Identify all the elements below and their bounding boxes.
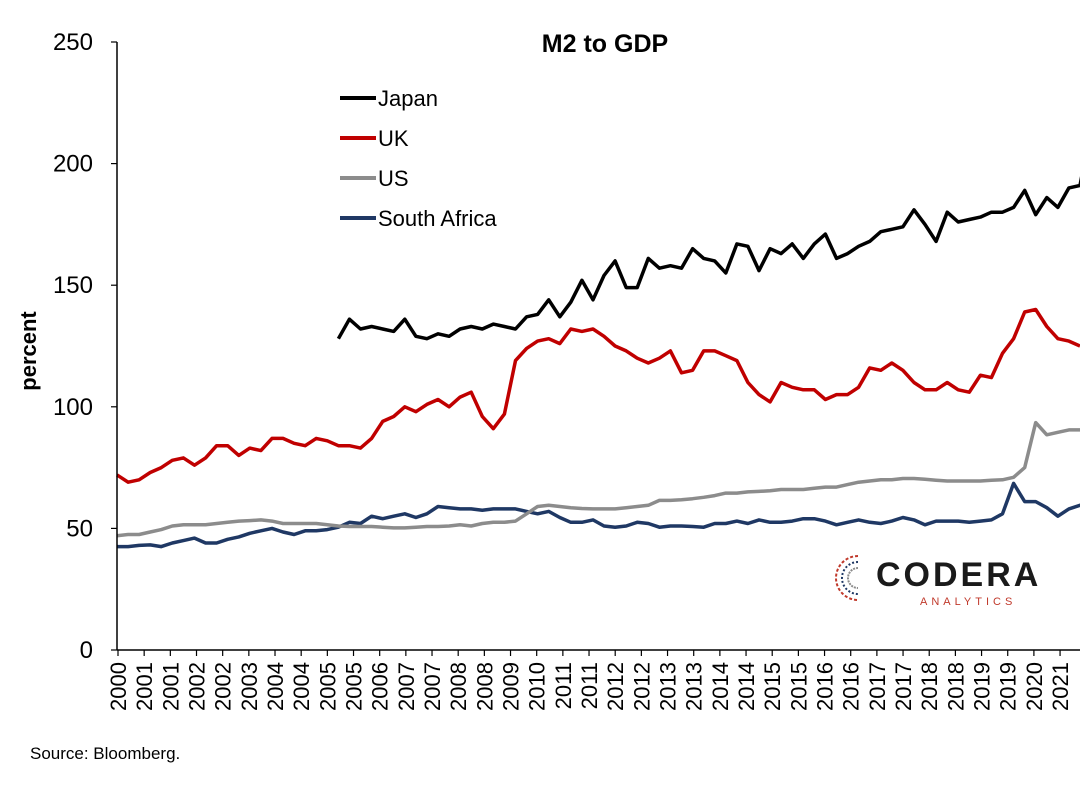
x-tick-label: 2013 — [656, 662, 681, 711]
x-tick-label: 2010 — [525, 662, 550, 711]
x-tick-label: 2012 — [603, 662, 628, 711]
x-axis: 2000 2001 2001 2002 2002 2003 2004 2004 2005 2005… — [106, 650, 1073, 711]
x-tick-label: 2005 — [342, 662, 367, 711]
x-tick-label: 2001 — [158, 662, 183, 711]
x-tick-label: 2005 — [315, 662, 340, 711]
y-axis: 0 50 100 150 200 250 — [53, 29, 117, 664]
x-tick-label: 2009 — [499, 662, 524, 711]
series-lines — [116, 176, 1080, 549]
series-line-south-africa — [117, 481, 1080, 549]
x-tick-label: 2002 — [211, 662, 236, 711]
x-tick-label: 2001 — [132, 662, 157, 711]
y-tick-label: 250 — [53, 29, 93, 56]
chart-title: M2 to GDP — [542, 30, 668, 58]
legend-label: US — [378, 166, 409, 191]
x-tick-label: 2014 — [734, 662, 759, 711]
y-tick-label: 50 — [66, 515, 93, 542]
codera-logo: CODERA ANALYTICS — [828, 548, 1038, 612]
x-tick-label: 2013 — [682, 662, 707, 711]
legend-label: Japan — [378, 86, 438, 111]
y-tick-label: 0 — [80, 637, 93, 664]
legend-label: South Africa — [378, 206, 497, 231]
x-tick-label: 2016 — [813, 662, 838, 711]
x-tick-label: 2015 — [786, 662, 811, 711]
x-tick-label: 2019 — [970, 662, 995, 711]
y-axis-label: percent — [16, 311, 41, 391]
codera-mark-icon — [835, 555, 859, 601]
x-tick-label: 2008 — [446, 662, 471, 711]
x-tick-label: 2012 — [629, 662, 654, 711]
x-tick-label: 2016 — [839, 662, 864, 711]
x-tick-label: 2004 — [289, 662, 314, 711]
x-tick-label: 2008 — [472, 662, 497, 711]
source-note: Source: Bloomberg. — [30, 744, 181, 763]
logo-tagline: ANALYTICS — [920, 596, 1017, 608]
x-tick-label: 2019 — [996, 662, 1021, 711]
x-tick-label: 2003 — [237, 662, 262, 711]
y-tick-label: 100 — [53, 394, 93, 421]
x-tick-label: 2000 — [106, 662, 131, 711]
x-tick-label: 2021 — [1048, 662, 1073, 711]
x-tick-label: 2014 — [708, 662, 733, 711]
series-line-japan — [336, 176, 1080, 341]
legend: Japan UK US South Africa — [340, 86, 497, 231]
y-tick-label: 150 — [53, 272, 93, 299]
logo-name: CODERA — [876, 556, 1042, 594]
x-tick-label: 2018 — [943, 662, 968, 711]
x-tick-label: 2002 — [185, 662, 210, 711]
x-tick-label: 2020 — [1022, 662, 1047, 711]
x-tick-label: 2007 — [420, 662, 445, 711]
x-tick-label: 2018 — [917, 662, 942, 711]
series-line-us — [116, 420, 1080, 538]
x-tick-label: 2011 — [577, 662, 602, 709]
x-tick-label: 2011 — [551, 662, 576, 709]
x-tick-label: 2007 — [394, 662, 419, 711]
x-tick-label: 2006 — [368, 662, 393, 711]
x-tick-label: 2017 — [865, 662, 890, 711]
legend-label: UK — [378, 126, 409, 151]
series-line-uk — [116, 307, 1080, 484]
x-tick-label: 2015 — [760, 662, 785, 711]
x-tick-label: 2017 — [891, 662, 916, 711]
x-tick-label: 2004 — [263, 662, 288, 711]
y-tick-label: 200 — [53, 151, 93, 178]
